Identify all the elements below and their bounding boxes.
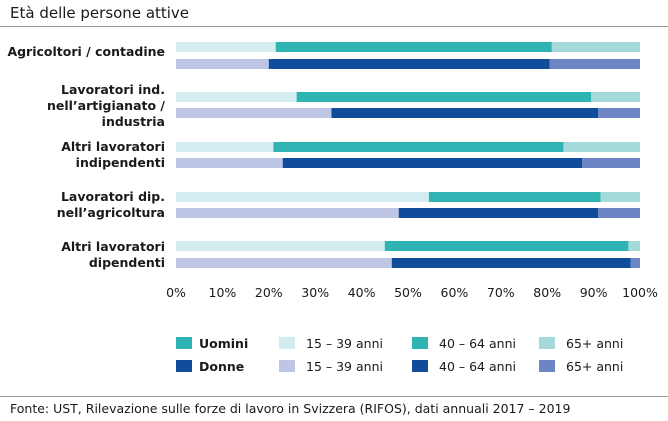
bar-donne-seg-0	[176, 108, 332, 118]
legend-label: 40 – 64 anni	[439, 336, 516, 351]
legend-swatch	[412, 337, 428, 349]
x-tick-label: 50%	[394, 285, 422, 300]
bar-uomini-seg-2	[600, 192, 640, 202]
bar-uomini-seg-2	[563, 142, 640, 152]
legend-swatch	[539, 337, 555, 349]
bar-uomini-seg-0	[176, 241, 385, 251]
category-label: indipendenti	[76, 155, 165, 170]
bar-uomini-seg-1	[275, 42, 552, 52]
legend-swatch	[279, 337, 295, 349]
category-label: dipendenti	[89, 255, 165, 270]
category-label: industria	[102, 114, 165, 129]
category-label: Lavoratori dip.	[61, 189, 165, 204]
bar-donne-seg-1	[268, 59, 550, 69]
bar-donne-seg-1	[391, 258, 631, 268]
top-divider	[0, 26, 668, 27]
bar-donne-seg-0	[176, 258, 392, 268]
legend-label: 15 – 39 anni	[306, 336, 383, 351]
legend-label: 65+ anni	[566, 359, 623, 374]
x-tick-label: 40%	[348, 285, 376, 300]
bar-uomini-seg-1	[296, 92, 592, 102]
x-tick-label: 90%	[580, 285, 608, 300]
bar-donne-seg-0	[176, 208, 399, 218]
legend-swatch-uomini	[176, 337, 192, 349]
bar-uomini-seg-1	[428, 192, 601, 202]
legend-swatch	[539, 360, 555, 372]
category-label: Agricoltori / contadine	[7, 44, 165, 59]
x-tick-label: 20%	[255, 285, 283, 300]
bar-uomini-seg-2	[551, 42, 640, 52]
bar-uomini-seg-0	[176, 42, 276, 52]
source-note: Fonte: UST, Rilevazione sulle forze di l…	[10, 401, 571, 416]
category-label: nell’agricoltura	[57, 205, 165, 220]
legend-swatch-donne	[176, 360, 192, 372]
category-label: Altri lavoratori	[61, 139, 165, 154]
bar-uomini-seg-0	[176, 92, 297, 102]
legend-label: 65+ anni	[566, 336, 623, 351]
bottom-divider	[0, 396, 668, 397]
legend-label: 15 – 39 anni	[306, 359, 383, 374]
bar-uomini-seg-0	[176, 192, 429, 202]
x-tick-label: 30%	[301, 285, 329, 300]
category-label: Lavoratori ind.	[61, 82, 165, 97]
chart-title: Età delle persone attive	[10, 4, 190, 22]
bar-donne-seg-2	[630, 258, 640, 268]
category-label: Altri lavoratori	[61, 239, 165, 254]
bar-donne-seg-1	[398, 208, 599, 218]
bar-donne-seg-2	[598, 208, 640, 218]
bar-donne-seg-2	[582, 158, 640, 168]
legend-swatch	[412, 360, 428, 372]
bar-donne-seg-2	[598, 108, 640, 118]
x-tick-label: 0%	[166, 285, 186, 300]
bar-uomini-seg-1	[384, 241, 629, 251]
x-tick-label: 100%	[622, 285, 658, 300]
legend-group-label: Donne	[199, 359, 244, 374]
bar-uomini-seg-1	[273, 142, 564, 152]
bar-donne-seg-2	[549, 59, 640, 69]
bar-uomini-seg-0	[176, 142, 274, 152]
bar-donne-seg-0	[176, 158, 283, 168]
bar-uomini-seg-2	[591, 92, 640, 102]
legend-label: 40 – 64 anni	[439, 359, 516, 374]
category-label: nell’artigianato /	[47, 98, 165, 113]
x-tick-label: 80%	[533, 285, 561, 300]
bar-donne-seg-0	[176, 59, 269, 69]
x-tick-label: 60%	[441, 285, 469, 300]
bar-donne-seg-1	[331, 108, 599, 118]
x-tick-label: 70%	[487, 285, 515, 300]
legend-swatch	[279, 360, 295, 372]
x-tick-label: 10%	[209, 285, 237, 300]
legend-group-label: Uomini	[199, 336, 248, 351]
bar-uomini-seg-2	[628, 241, 640, 251]
bar-donne-seg-1	[282, 158, 582, 168]
